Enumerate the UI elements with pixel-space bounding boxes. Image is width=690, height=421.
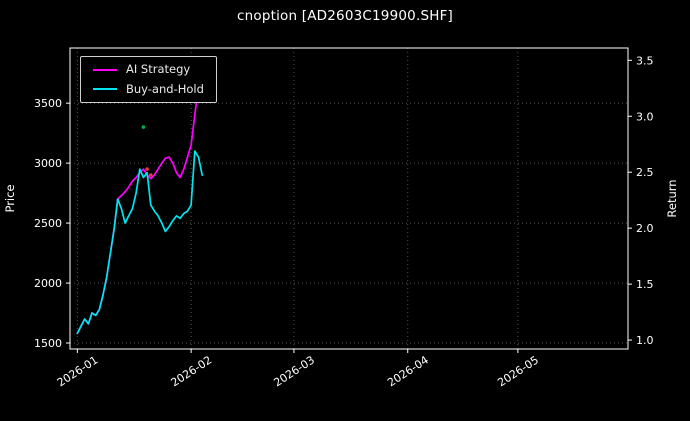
signal-marker bbox=[145, 167, 149, 171]
y-tick-label-right: 1.5 bbox=[636, 278, 654, 291]
legend: AI Strategy Buy-and-Hold bbox=[80, 56, 217, 103]
y-tick-label-left: 3500 bbox=[34, 97, 62, 110]
chart-title: cnoption [AD2603C19900.SHF] bbox=[236, 8, 454, 24]
x-tick-label: 2026-02 bbox=[169, 353, 215, 389]
y-tick-label-left: 1500 bbox=[34, 337, 62, 350]
signal-marker bbox=[149, 173, 153, 177]
legend-label-buy-and-hold: Buy-and-Hold bbox=[126, 81, 204, 96]
legend-label-ai-strategy: AI Strategy bbox=[126, 62, 191, 76]
signal-marker bbox=[141, 125, 146, 129]
y-tick-label-right: 2.5 bbox=[636, 166, 654, 179]
x-tick-label: 2026-01 bbox=[55, 353, 101, 389]
y-tick-label-right: 2.0 bbox=[636, 222, 654, 235]
series-line-ai-strategy bbox=[76, 66, 204, 335]
legend-item-ai-strategy: AI Strategy bbox=[93, 62, 204, 76]
y-axis-label-right: Return bbox=[665, 179, 679, 217]
plot-frame bbox=[69, 47, 629, 350]
y-tick-label-left: 2000 bbox=[34, 277, 62, 290]
y-tick-label-right: 1.0 bbox=[636, 334, 654, 347]
y-tick-label-left: 2500 bbox=[34, 217, 62, 230]
y-tick-label-right: 3.5 bbox=[636, 54, 654, 67]
legend-line-swatch bbox=[93, 68, 117, 71]
series-line-buy-and-hold bbox=[76, 150, 204, 335]
x-tick-label: 2026-05 bbox=[495, 353, 541, 389]
y-tick-label-right: 3.0 bbox=[636, 110, 654, 123]
x-tick-label: 2026-03 bbox=[271, 353, 317, 389]
y-tick-label-left: 3000 bbox=[34, 157, 62, 170]
x-tick-label: 2026-04 bbox=[385, 353, 431, 389]
legend-line-swatch bbox=[93, 88, 117, 91]
legend-item-buy-and-hold: Buy-and-Hold bbox=[93, 81, 204, 96]
y-axis-label-left: Price bbox=[3, 184, 17, 212]
